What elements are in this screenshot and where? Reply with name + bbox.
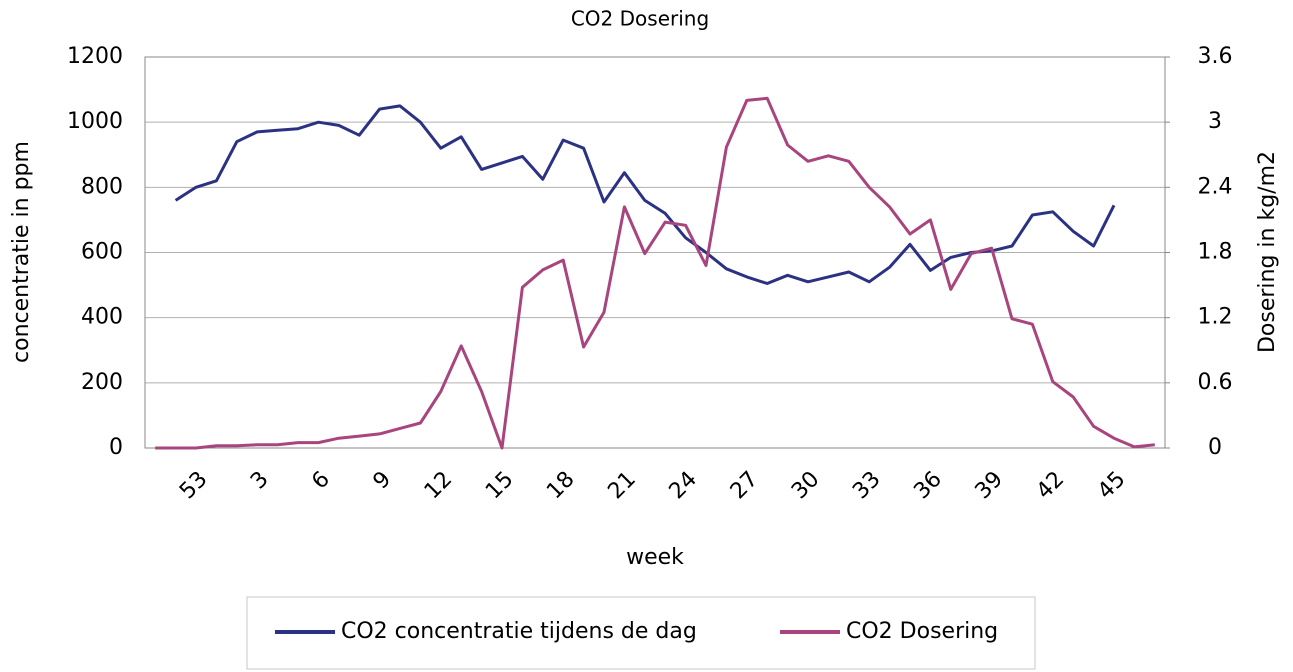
y-tick-label: 800 bbox=[81, 174, 123, 199]
chart-title: CO2 Dosering bbox=[571, 7, 709, 31]
x-tick-label: 3 bbox=[246, 467, 274, 495]
y2-tick-label: 2.4 bbox=[1198, 174, 1233, 199]
y-tick-label: 1000 bbox=[67, 109, 123, 134]
y-axis-label: concentratie in ppm bbox=[9, 141, 34, 363]
series-line bbox=[155, 96, 1155, 450]
x-tick-label: 24 bbox=[665, 467, 702, 504]
y2-tick-label: 3 bbox=[1208, 109, 1222, 134]
y2-tick-label: 3.6 bbox=[1198, 44, 1233, 69]
y2-tick-label: 0 bbox=[1208, 435, 1222, 460]
x-tick-label: 9 bbox=[369, 467, 397, 495]
legend-label: CO2 Dosering bbox=[846, 619, 998, 644]
x-tick-label: 21 bbox=[603, 467, 640, 504]
x-tick-label: 42 bbox=[1032, 467, 1069, 504]
legend-label: CO2 concentratie tijdens de dag bbox=[341, 619, 697, 644]
x-tick-label: 12 bbox=[420, 467, 457, 504]
x-tick-label: 18 bbox=[542, 467, 579, 504]
plot-frame bbox=[144, 56, 1166, 449]
x-tick-label: 30 bbox=[787, 467, 824, 504]
x-tick-label: 6 bbox=[307, 467, 335, 495]
x-axis-label: week bbox=[626, 545, 684, 570]
y-tick-label: 600 bbox=[81, 240, 123, 265]
x-tick-label: 36 bbox=[909, 467, 946, 504]
y2-tick-label: 1.2 bbox=[1198, 305, 1233, 330]
y2-tick-label: 0.6 bbox=[1198, 370, 1233, 395]
y-tick-label: 0 bbox=[109, 435, 123, 460]
y-tick-label: 200 bbox=[81, 370, 123, 395]
y2-tick-label: 1.8 bbox=[1198, 240, 1233, 265]
x-tick-label: 39 bbox=[971, 467, 1008, 504]
x-tick-label: 33 bbox=[848, 467, 885, 504]
y2-axis-label: Dosering in kg/m2 bbox=[1255, 151, 1280, 353]
x-tick-label: 27 bbox=[726, 467, 763, 504]
x-tick-label: 15 bbox=[481, 467, 518, 504]
x-tick-label: 53 bbox=[175, 467, 212, 504]
series-line bbox=[174, 104, 1116, 285]
legend-box bbox=[246, 596, 1036, 670]
y-tick-label: 1200 bbox=[67, 44, 123, 69]
x-tick-label: 45 bbox=[1093, 467, 1130, 504]
y-tick-label: 400 bbox=[81, 305, 123, 330]
